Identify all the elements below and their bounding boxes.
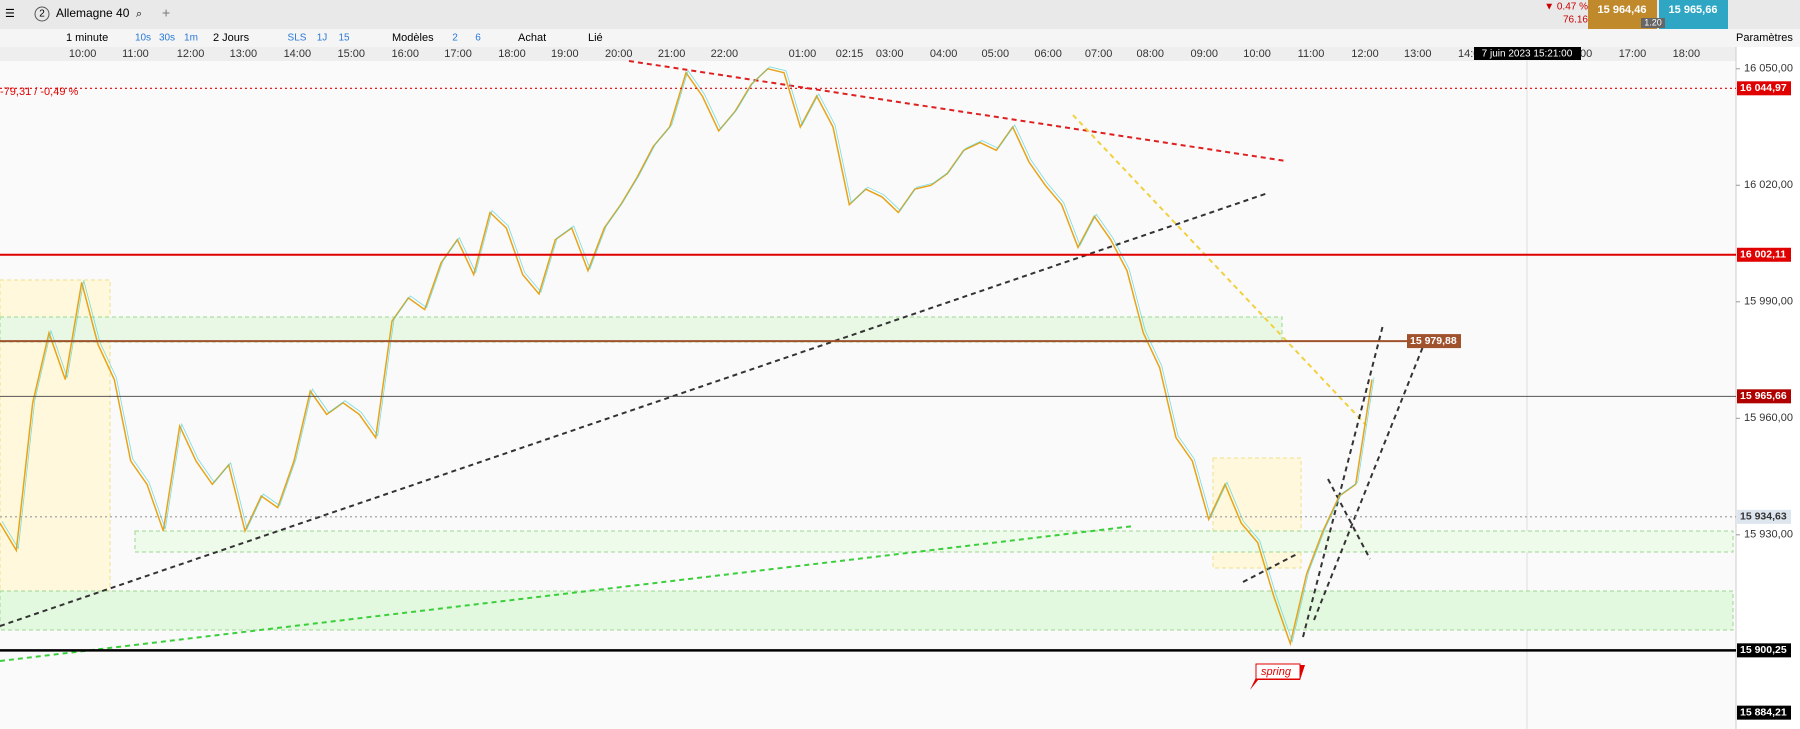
level-label: 15 934,63	[1740, 511, 1787, 523]
trend-line	[1313, 343, 1425, 621]
time-label: 12:00	[1351, 48, 1379, 60]
change-pts: 76.16	[1563, 15, 1588, 26]
level-label: 15 979,88	[1410, 335, 1457, 347]
level-box	[1737, 705, 1791, 720]
instrument[interactable]: Allemagne 40	[56, 6, 130, 20]
time-label: 17:00	[444, 48, 472, 60]
trend-line	[0, 525, 1135, 662]
time-label: 03:00	[876, 48, 904, 60]
time-label: 10:00	[69, 48, 97, 60]
time-label: 07:00	[1085, 48, 1113, 60]
time-axis	[0, 47, 1736, 61]
y-tick-label: 15 930,00	[1744, 529, 1793, 541]
time-label: 17:00	[1619, 48, 1647, 60]
level-label: 16 044,97	[1740, 82, 1787, 94]
time-label: 14:00	[284, 48, 312, 60]
tf-button[interactable]: 15	[338, 33, 350, 44]
time-label: 02:15	[836, 48, 864, 60]
num-button[interactable]: 6	[475, 33, 481, 44]
time-label: 05:00	[982, 48, 1010, 60]
zones	[0, 279, 1734, 631]
level-box	[1737, 389, 1791, 404]
zone	[0, 590, 1734, 631]
trend-line	[1327, 478, 1371, 560]
level-label: 15 965,66	[1740, 390, 1787, 402]
time-label: 12:00	[177, 48, 205, 60]
linked[interactable]: Lié	[588, 32, 603, 44]
level-label: 15 884,21	[1740, 706, 1787, 718]
trend-line	[1072, 114, 1367, 426]
change-label: -79,31 / -0,49 %	[0, 86, 78, 98]
tf-button[interactable]: 10s	[135, 33, 151, 44]
y-tick-label: 15 960,00	[1744, 412, 1793, 424]
time-label: 18:00	[1673, 48, 1701, 60]
top-bar	[0, 0, 1800, 29]
num-button[interactable]: 2	[452, 33, 458, 44]
time-label: 09:00	[1190, 48, 1218, 60]
level-label: 15 900,25	[1740, 644, 1787, 656]
timeframe[interactable]: 1 minute	[66, 32, 108, 44]
cursor-date: 7 juin 2023 15:21:00	[1482, 49, 1573, 60]
models[interactable]: Modèles	[392, 32, 434, 44]
zone	[134, 530, 1734, 553]
level-box	[1737, 247, 1791, 262]
time-label: 16:00	[391, 48, 419, 60]
level-box	[1737, 81, 1791, 96]
time-label: 13:00	[230, 48, 258, 60]
add-tab[interactable]: +	[162, 5, 170, 21]
time-label: 01:00	[789, 48, 817, 60]
trend-line	[0, 192, 1269, 627]
zone	[0, 316, 1283, 343]
price-axis	[1736, 47, 1800, 729]
trend-line	[1242, 553, 1298, 583]
time-label: 06:00	[1034, 48, 1062, 60]
level-box	[1737, 509, 1791, 524]
time-label: 11:00	[1298, 48, 1325, 60]
tf-button[interactable]: 1J	[317, 33, 328, 44]
time-label: 15:00	[338, 48, 366, 60]
time-label: 22:00	[711, 48, 739, 60]
time-label: 13:00	[1404, 48, 1432, 60]
change-pct: ▼ 0.47 %	[1544, 2, 1588, 13]
spread-box	[1641, 18, 1665, 28]
y-tick-label: 16 050,00	[1744, 63, 1793, 75]
spring-box	[1255, 663, 1301, 680]
search-icon[interactable]: ⌕	[136, 8, 142, 20]
tab-circle	[34, 6, 50, 22]
date-box	[1474, 47, 1581, 60]
time-label: 08:00	[1137, 48, 1165, 60]
y-tick-label: 16 020,00	[1744, 179, 1793, 191]
time-label: 10:00	[1243, 48, 1271, 60]
bid: 15 964,46	[1598, 4, 1647, 16]
period[interactable]: 2 Jours	[213, 32, 250, 44]
ask-box[interactable]	[1659, 0, 1728, 29]
time-label: 20:00	[605, 48, 633, 60]
tf-button[interactable]: SLS	[288, 33, 307, 44]
buy[interactable]: Achat	[518, 32, 546, 44]
menu-icon[interactable]: ☰	[5, 8, 15, 20]
trend-line	[628, 60, 1287, 162]
price-line-shadow	[1, 66, 1375, 644]
time-label: 21:00	[658, 48, 686, 60]
tool-bar	[0, 29, 1800, 47]
time-label: 19:00	[551, 48, 579, 60]
settings[interactable]: Paramètres	[1736, 32, 1793, 44]
time-label: 18:00	[498, 48, 526, 60]
spread: 1.20	[1644, 17, 1662, 27]
level-box	[1407, 334, 1461, 349]
annotation: spring	[1261, 666, 1292, 678]
tab-number: 2	[39, 9, 45, 20]
tf-button[interactable]: 30s	[159, 33, 175, 44]
tf-button[interactable]: 1m	[184, 33, 198, 44]
level-label: 16 002,11	[1740, 249, 1786, 261]
time-label: 04:00	[930, 48, 958, 60]
time-label: 11:00	[122, 48, 149, 60]
y-tick-label: 15 990,00	[1744, 296, 1793, 308]
level-box	[1737, 643, 1791, 658]
ask: 15 965,66	[1669, 4, 1718, 16]
